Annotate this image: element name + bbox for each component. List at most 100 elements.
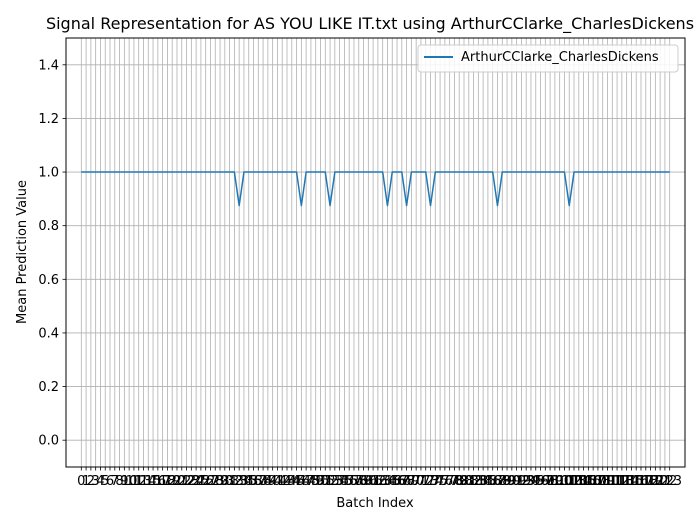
x-tick-label: 36 [245,474,262,489]
x-tick-label: 35 [240,474,257,489]
x-tick-label: 120 [643,474,668,489]
series-group [81,171,670,207]
x-tick-label: 90 [504,474,521,489]
x-tick-label: 65 [384,474,401,489]
x-tick-label: 102 [557,474,582,489]
x-tick-label: 79 [451,474,468,489]
x-tick-label: 84 [475,474,492,489]
y-tick-label: 0.0 [38,434,59,449]
x-tick-label: 10 [121,474,138,489]
x-tick-label: 57 [346,474,363,489]
x-tick-label: 40 [264,474,281,489]
x-tick-label: 37 [250,474,267,489]
x-tick-label: 23 [183,474,200,489]
x-tick-label: 73 [422,474,439,489]
x-tick-label: 15 [145,474,162,489]
x-tick-label: 60 [360,474,377,489]
x-tick-label: 9 [120,474,128,489]
x-tick-label: 33 [231,474,248,489]
x-tick-label: 68 [398,474,415,489]
x-tick-label: 66 [389,474,406,489]
x-tick-label: 64 [379,474,396,489]
x-tick-label: 3 [92,474,100,489]
x-tick-label: 78 [446,474,463,489]
x-tick-label: 114 [614,474,639,489]
x-tick-label: 121 [648,474,673,489]
x-ticks: 0123456789101112131415161718192021222324… [77,467,682,489]
x-tick-label: 39 [260,474,277,489]
x-tick-label: 17 [154,474,171,489]
y-tick-label: 0.2 [38,380,59,395]
x-tick-label: 100 [547,474,572,489]
x-tick-label: 72 [417,474,434,489]
x-tick-label: 117 [629,474,654,489]
x-tick-label: 113 [609,474,634,489]
x-tick-label: 52 [322,474,339,489]
x-tick-label: 76 [437,474,454,489]
x-tick-label: 103 [562,474,587,489]
x-tick-label: 105 [571,474,596,489]
x-tick-label: 61 [365,474,382,489]
x-tick-label: 96 [532,474,549,489]
x-tick-label: 6 [106,474,114,489]
x-tick-label: 82 [465,474,482,489]
x-tick-label: 111 [600,474,625,489]
x-tick-label: 32 [226,474,243,489]
x-tick-label: 88 [494,474,511,489]
y-tick-label: 1.2 [38,112,59,127]
x-tick-label: 13 [135,474,152,489]
x-tick-label: 86 [484,474,501,489]
x-tick-label: 25 [193,474,210,489]
x-tick-label: 48 [303,474,320,489]
x-tick-label: 123 [657,474,682,489]
x-axis-label: Batch Index [336,496,414,511]
x-tick-label: 1 [82,474,90,489]
x-tick-label: 112 [605,474,630,489]
x-tick-label: 95 [527,474,544,489]
x-tick-label: 108 [586,474,611,489]
x-tick-label: 26 [197,474,214,489]
x-tick-label: 56 [341,474,358,489]
x-tick-label: 41 [269,474,286,489]
x-tick-label: 74 [427,474,444,489]
x-tick-label: 11 [126,474,143,489]
x-tick-label: 104 [566,474,591,489]
x-tick-label: 58 [350,474,367,489]
x-tick-label: 118 [633,474,658,489]
x-tick-label: 53 [327,474,344,489]
x-tick-label: 116 [624,474,649,489]
x-tick-label: 8 [115,474,123,489]
x-tick-label: 59 [355,474,372,489]
x-tick-label: 71 [413,474,430,489]
x-tick-label: 70 [408,474,425,489]
x-tick-label: 119 [638,474,663,489]
x-tick-label: 93 [518,474,535,489]
x-tick-label: 77 [441,474,458,489]
x-tick-label: 0 [77,474,85,489]
x-tick-label: 75 [432,474,449,489]
x-tick-label: 12 [130,474,147,489]
x-tick-label: 67 [394,474,411,489]
x-tick-label: 20 [169,474,186,489]
x-tick-label: 110 [595,474,620,489]
x-tick-label: 22 [178,474,195,489]
x-tick-label: 31 [221,474,238,489]
x-tick-label: 51 [317,474,334,489]
x-tick-label: 99 [547,474,564,489]
x-tick-label: 107 [581,474,606,489]
y-tick-label: 1.0 [38,166,59,181]
x-tick-label: 101 [552,474,577,489]
legend-label: ArthurCClarke_CharlesDickens [461,50,659,65]
x-tick-label: 7 [111,474,119,489]
x-tick-label: 63 [374,474,391,489]
x-tick-label: 42 [274,474,291,489]
x-tick-label: 83 [470,474,487,489]
x-tick-label: 27 [202,474,219,489]
x-tick-label: 4 [96,474,104,489]
chart-title: Signal Representation for AS YOU LIKE IT… [46,14,694,34]
legend-box [417,44,679,73]
plot-frame [65,37,686,468]
x-tick-label: 62 [370,474,387,489]
x-tick-label: 34 [236,474,253,489]
